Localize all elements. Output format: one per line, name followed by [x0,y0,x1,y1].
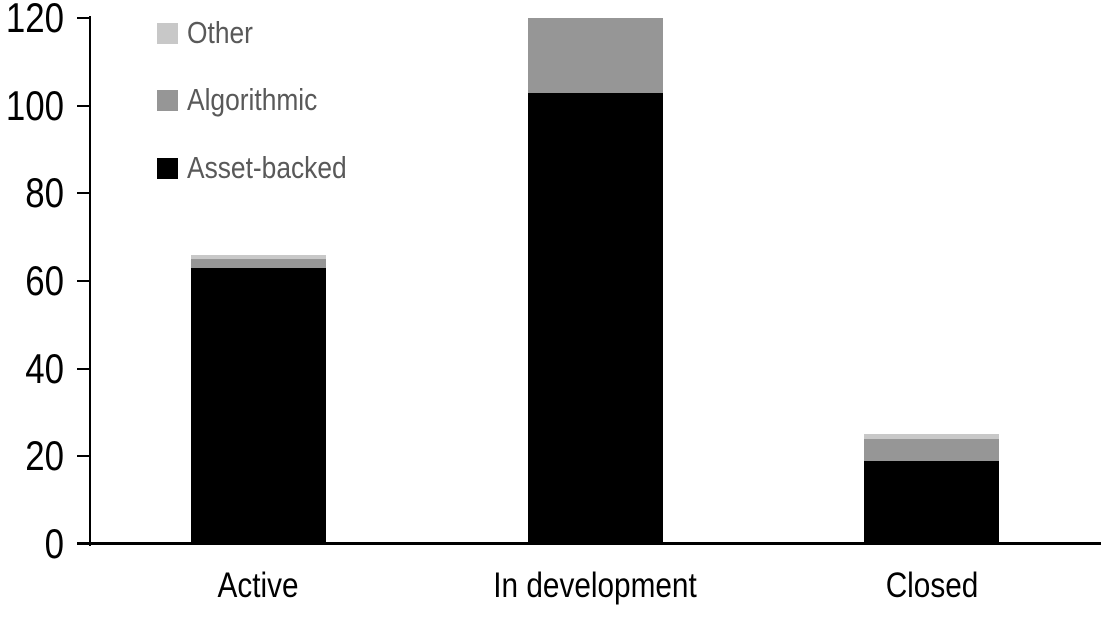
y-axis-tick [77,192,90,195]
y-axis-tick [77,17,90,19]
y-axis-tick-label: 80 [25,169,65,217]
y-axis-tick [77,280,90,282]
legend-item-other: Other [157,17,265,49]
legend-marker-icon [157,22,178,44]
bar-segment-other [864,434,1000,439]
x-axis-category-label: In development [493,566,697,605]
y-axis-tick [77,104,90,107]
x-axis-category-label: Closed [885,566,978,605]
y-axis-tick-label: 60 [25,257,65,304]
y-axis-tick-label: 20 [25,432,65,480]
y-axis-tick-label: 40 [25,344,65,392]
bar-segment-other [190,254,326,260]
legend-marker-icon [157,89,178,111]
bar-segment-algorithmic [864,438,1000,461]
legend-item-asset-backed: Asset-backed [157,152,375,184]
bar-segment-asset-backed [190,267,326,544]
bar-segment-asset-backed [864,460,1000,544]
legend-label: Asset-backed [187,150,347,185]
y-axis-tick-label: 0 [44,520,64,567]
y-axis-tick-label: 100 [5,81,64,129]
y-axis-tick [77,367,90,370]
legend-label: Algorithmic [187,82,318,117]
bar-segment-asset-backed [527,92,663,544]
legend-label: Other [187,15,253,50]
legend-item-algorithmic: Algorithmic [157,84,340,116]
y-axis-line [89,16,91,546]
legend-marker-icon [157,157,178,179]
y-axis-tick [77,455,90,458]
bar-segment-algorithmic [527,18,663,93]
bar-segment-algorithmic [190,259,326,268]
x-axis-category-label: Active [217,566,299,605]
y-axis-tick-label: 120 [5,0,64,41]
